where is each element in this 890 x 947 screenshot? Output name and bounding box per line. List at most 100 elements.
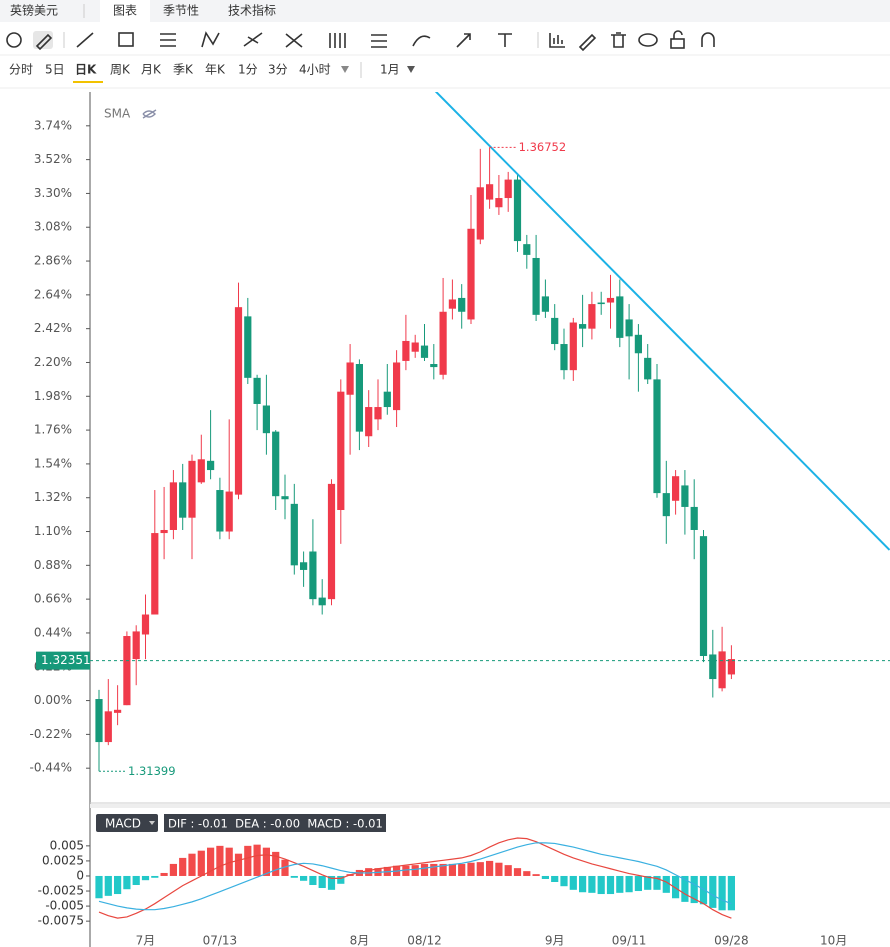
y-tick-label: 1.10% [34,524,72,538]
period[interactable]: 季K [173,63,194,77]
macd-bar [244,845,252,876]
tool-measure[interactable] [549,33,565,48]
macd-bar [104,875,112,896]
candle-body [569,322,577,371]
candle-body [337,391,345,511]
tool-arrow[interactable] [456,33,471,48]
candle-body [579,324,587,329]
period[interactable]: 4小时 [299,63,331,77]
tool-bars[interactable] [329,33,346,48]
macd-bar [132,875,140,886]
tool-fib[interactable] [243,32,263,47]
period[interactable]: 3分 [268,63,288,77]
candle-body [634,334,642,354]
x-tick-label: 7月 [136,934,156,947]
macd-readout: DIF : -0.01 DEA : -0.00 MACD : -0.01 [168,817,383,831]
y-tick-label: 0 [76,868,84,882]
tool-pencil[interactable] [35,33,53,51]
candle-body [644,357,652,380]
tool-line[interactable] [76,32,94,48]
candle-body [420,345,429,358]
dropdown-arrow [341,66,349,73]
candle-body [597,302,605,305]
macd-bar [272,851,280,876]
candle-body [588,304,596,329]
candle-body [690,506,698,530]
tool-brush[interactable] [412,35,431,47]
candle-body [365,407,373,437]
tool-gann[interactable] [285,33,303,48]
candle-body [393,362,401,411]
tab[interactable]: 季节性 [163,4,199,18]
tool-levels[interactable] [371,34,387,48]
tab[interactable]: 技术指标 [228,3,276,18]
candle-body [486,184,494,200]
tool-magnet[interactable] [6,32,22,48]
macd-bar [513,868,522,876]
candle-body [160,529,168,534]
candle-body [606,297,615,303]
candle-body [495,198,503,208]
tab[interactable]: 图表 [113,4,137,18]
tool-magnet2[interactable] [701,32,715,47]
candle-body [188,460,196,518]
panel-gap [90,804,890,808]
dropdown-arrow [149,821,155,825]
candle-body [281,496,289,500]
y-tick-label: 0.44% [34,625,72,639]
candle-body [151,533,159,615]
macd-bar [690,875,698,904]
macd-bar [551,875,559,882]
x-tick-label: 09/28 [714,934,749,947]
tool-eye[interactable] [638,33,658,47]
macd-bar [672,875,680,899]
candle-body [225,491,233,532]
period-underline [73,81,103,83]
macd-bar [179,857,187,876]
tool-edit[interactable] [578,33,597,52]
period[interactable]: 1分 [238,63,258,77]
toolbar [6,30,715,52]
macd-bar [225,847,233,876]
candle-body [114,709,122,713]
candle-body [262,405,270,434]
indicator-visibility[interactable] [142,109,157,119]
tool-delete[interactable] [611,32,626,48]
y-tick-label: 0.005 [50,838,84,852]
macd-bar [467,862,475,876]
y-tick-label: 1.76% [34,423,72,437]
candle-body [532,257,540,315]
period[interactable]: 年K [205,63,226,77]
candle-body [123,636,131,706]
tool-rect[interactable] [118,32,134,47]
marker-label: 1.36752 [519,140,567,154]
candle-body [253,377,261,404]
macd-bar [262,847,270,876]
period[interactable]: 周K [110,63,131,77]
tool-channel[interactable] [160,33,176,47]
tab-active-bg [100,0,150,22]
y-tick-label: 3.08% [34,220,72,234]
macd-bar [486,860,494,876]
candle-body [551,317,559,345]
period[interactable]: 日K [75,63,97,77]
candle-body [523,244,531,255]
macd-selector[interactable] [96,814,158,832]
macd-bar [532,874,540,876]
y-tick-label: 1.54% [34,456,72,470]
tool-text[interactable] [498,33,512,47]
period[interactable]: 月K [141,63,162,77]
tool-pattern[interactable] [201,31,220,48]
tool-lock[interactable] [670,38,685,49]
y-tick-label: -0.44% [30,761,72,775]
macd-bar [458,863,466,876]
range[interactable]: 1月 [380,63,400,77]
macd-bar [420,863,429,876]
macd-bar [281,859,289,876]
macd-bar [616,875,624,893]
candle-body [272,431,280,497]
period[interactable]: 分时 [9,63,33,77]
period[interactable]: 5日 [45,63,65,77]
candle-body [95,699,103,743]
macd-bar [476,862,484,876]
